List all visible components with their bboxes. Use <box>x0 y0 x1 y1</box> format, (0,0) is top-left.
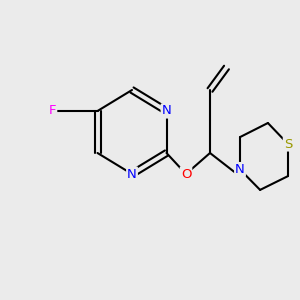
Text: N: N <box>127 167 137 181</box>
Text: O: O <box>181 167 191 181</box>
Text: N: N <box>162 104 171 118</box>
Text: S: S <box>284 137 292 151</box>
Text: F: F <box>49 104 56 118</box>
Text: N: N <box>235 163 245 176</box>
